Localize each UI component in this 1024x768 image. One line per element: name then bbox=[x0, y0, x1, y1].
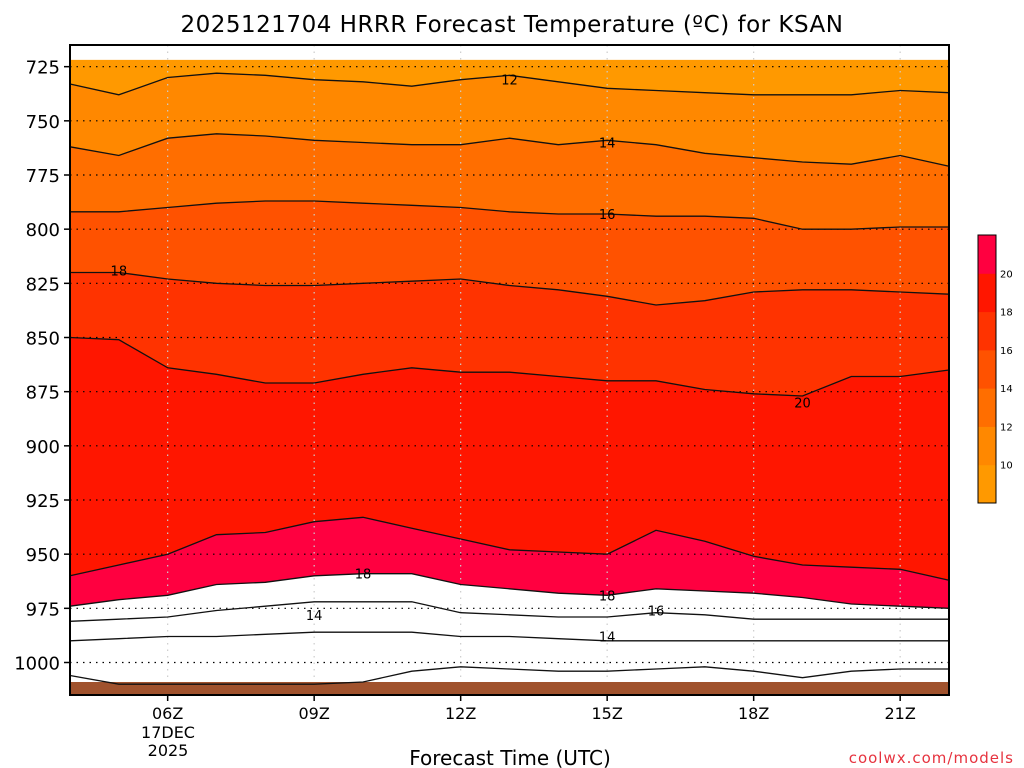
isotherm-14 bbox=[70, 200, 949, 230]
y-tick-label: 875 bbox=[26, 383, 60, 404]
y-tick-label: 750 bbox=[26, 112, 60, 133]
color-legend: 10 12 14 16 18 20 bbox=[977, 234, 1013, 504]
x-tick-label: 15Z bbox=[592, 704, 623, 723]
legend-swatch bbox=[978, 349, 996, 389]
isotherm-16 bbox=[70, 271, 950, 306]
x-axis-label: Forecast Time (UTC) bbox=[409, 746, 611, 768]
legend-label: 16 bbox=[1000, 346, 1013, 357]
isotherm-label: 14 bbox=[306, 609, 323, 624]
legend-swatch bbox=[978, 235, 996, 274]
date-line-year: 2025 bbox=[148, 741, 189, 760]
y-tick-label: 925 bbox=[26, 491, 60, 512]
isotherm-label: 12 bbox=[501, 74, 518, 89]
legend-swatch bbox=[978, 388, 996, 427]
ground-terrain bbox=[70, 682, 949, 695]
x-tick-label: 12Z bbox=[445, 704, 476, 723]
grid-lines bbox=[70, 45, 949, 682]
time-axis: 06Z 09Z 12Z 15Z 18Z 21Z bbox=[152, 695, 916, 723]
isotherm-undefined bbox=[69, 666, 949, 685]
y-tick-label: 800 bbox=[26, 220, 60, 241]
isotherm-18 bbox=[69, 336, 950, 397]
legend-label: 14 bbox=[1000, 384, 1013, 395]
isotherm-label: 16 bbox=[599, 208, 616, 223]
isotherm-undefined bbox=[69, 573, 950, 609]
x-tick-label: 06Z bbox=[152, 704, 183, 723]
isotherm-label: 14 bbox=[599, 631, 616, 646]
isotherm-labels: 12 14 16 18 20 18 18 16 14 14 bbox=[111, 74, 811, 646]
legend-label: 12 bbox=[1000, 422, 1013, 433]
y-tick-label: 725 bbox=[26, 58, 60, 79]
date-line-day: 17DEC bbox=[141, 723, 195, 742]
isotherm-undefined bbox=[69, 601, 949, 622]
isotherm-label: 16 bbox=[648, 605, 665, 620]
legend-swatch bbox=[978, 311, 996, 351]
legend-label: 20 bbox=[1000, 269, 1013, 280]
legend-swatch bbox=[978, 464, 996, 504]
temperature-fields bbox=[69, 59, 950, 695]
isotherm-label: 18 bbox=[355, 568, 372, 583]
x-tick-label: 09Z bbox=[299, 704, 330, 723]
y-tick-label: 825 bbox=[26, 274, 60, 295]
legend-frame bbox=[977, 234, 997, 504]
isotherm-label: 14 bbox=[599, 137, 616, 152]
y-tick-label: 975 bbox=[26, 599, 60, 620]
isotherm-12 bbox=[69, 133, 950, 167]
x-tick-label: 18Z bbox=[738, 704, 769, 723]
isotherm-10 bbox=[69, 72, 950, 96]
legend-label: 10 bbox=[1000, 461, 1013, 472]
y-tick-label: 950 bbox=[26, 545, 60, 566]
isotherm-20 bbox=[69, 516, 950, 581]
legend-label: 18 bbox=[1000, 308, 1013, 319]
isotherm-label: 18 bbox=[111, 264, 128, 279]
isotherm-label: 18 bbox=[599, 589, 616, 604]
source-watermark: coolwx.com/models bbox=[849, 749, 1014, 767]
legend-swatch bbox=[978, 426, 996, 466]
y-tick-label: 900 bbox=[26, 437, 60, 458]
isotherm-undefined bbox=[69, 631, 949, 642]
y-tick-label: 775 bbox=[26, 166, 60, 187]
isotherm-label: 20 bbox=[794, 397, 811, 412]
chart-title: 2025121704 HRRR Forecast Temperature (ºC… bbox=[181, 12, 844, 38]
y-tick-label: 850 bbox=[26, 329, 60, 350]
x-tick-label: 21Z bbox=[885, 704, 916, 723]
y-tick-label: 1000 bbox=[14, 654, 60, 675]
plot-frame bbox=[69, 44, 950, 696]
legend-swatch bbox=[978, 273, 996, 313]
isotherm-lines bbox=[69, 72, 950, 685]
pressure-axis: 725 750 775 800 825 850 875 900 925 950 975 1000 bbox=[14, 58, 70, 675]
